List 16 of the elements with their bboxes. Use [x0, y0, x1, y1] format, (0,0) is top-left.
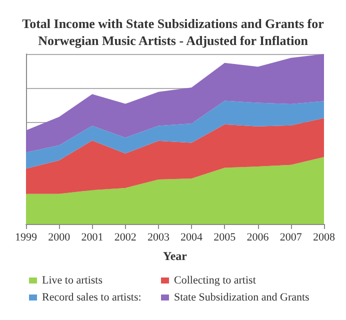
chart-title: Total Income with State Subsidizations and Grants for Norwegian Music Artists - Adjusted for Inflation [22, 16, 324, 48]
x-tick-label: 2001 [81, 232, 104, 244]
x-tick-label: 2007 [280, 232, 302, 244]
x-tick-label: 2003 [147, 232, 170, 244]
x-tick-label: 2002 [114, 232, 136, 244]
legend-label: State Subsidization and Grants [174, 292, 310, 304]
x-tick-label: 2004 [180, 232, 204, 244]
x-tick-label: 2000 [48, 232, 71, 244]
legend-label: Live to artists [42, 274, 102, 286]
x-axis-title: Year [163, 249, 188, 263]
legend-label: Collecting to artist [174, 274, 256, 286]
legend-label: Record sales to artists: [42, 292, 142, 304]
x-tick-label: 1999 [15, 232, 38, 244]
x-tick-label: 2008 [313, 232, 336, 244]
x-tick-label: 2005 [214, 232, 236, 244]
x-tick-label: 2006 [246, 232, 270, 244]
